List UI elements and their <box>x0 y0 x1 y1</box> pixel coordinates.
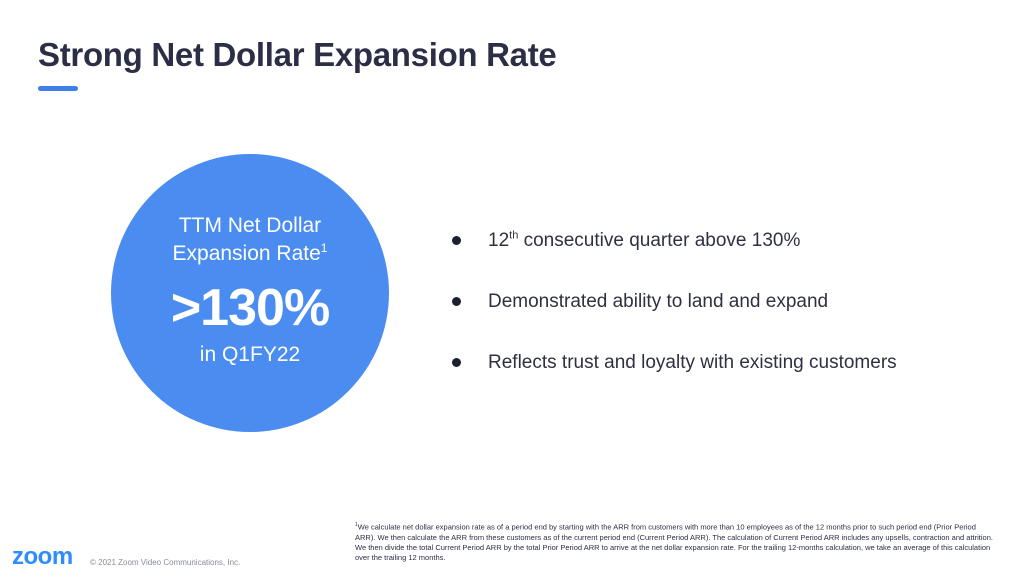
zoom-logo: zoom <box>12 543 73 570</box>
title-underline <box>38 86 78 91</box>
bullet-prefix: 12 <box>488 230 510 251</box>
bullet-item: Demonstrated ability to land and expand <box>452 287 897 317</box>
metric-footnote-ref: 1 <box>320 241 328 255</box>
bullet-dot-icon <box>452 297 461 306</box>
bullet-item: Reflects trust and loyalty with existing… <box>452 348 897 378</box>
footnote: 1We calculate net dollar expansion rate … <box>355 520 995 563</box>
bullet-dot-icon <box>452 358 461 367</box>
bullet-text: Demonstrated ability to land and expand <box>488 291 829 312</box>
metric-value: >130% <box>170 279 330 337</box>
bullet-text: Reflects trust and loyalty with existing… <box>488 352 897 373</box>
metric-label: TTM Net Dollar Expansion Rate1 <box>111 212 389 268</box>
bullet-list: 12th consecutive quarter above 130% Demo… <box>452 226 897 409</box>
metric-label-line1: TTM Net Dollar <box>178 214 322 237</box>
metric-period: in Q1FY22 <box>199 343 301 366</box>
metric-circle: TTM Net Dollar Expansion Rate1 >130% in … <box>111 154 389 432</box>
slide-title: Strong Net Dollar Expansion Rate <box>38 36 557 73</box>
footnote-text: We calculate net dollar expansion rate a… <box>355 522 993 562</box>
metric-label-line2: Expansion Rate <box>172 242 321 265</box>
copyright-notice: © 2021 Zoom Video Communications, Inc. <box>90 558 241 567</box>
bullet-ordinal-suffix: th <box>509 229 519 242</box>
footnote-marker: 1 <box>355 522 358 528</box>
bullet-text: consecutive quarter above 130% <box>518 230 801 251</box>
bullet-dot-icon <box>452 236 461 245</box>
bullet-item: 12th consecutive quarter above 130% <box>452 226 897 256</box>
